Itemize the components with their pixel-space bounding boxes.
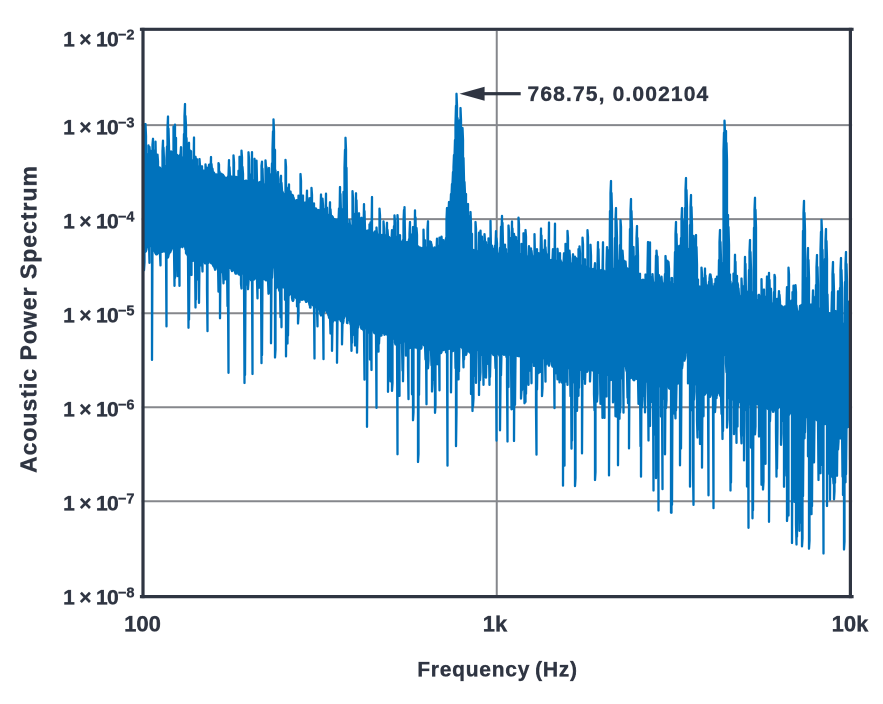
svg-text:1 × 10−4: 1 × 10−4 (63, 209, 134, 233)
svg-text:1 × 10−7: 1 × 10−7 (63, 492, 134, 516)
svg-text:1 × 10−8: 1 × 10−8 (63, 586, 134, 610)
svg-text:768.75, 0.002104: 768.75, 0.002104 (528, 83, 710, 106)
svg-text:10k: 10k (832, 612, 869, 637)
svg-text:Acoustic Power Spectrum: Acoustic Power Spectrum (16, 165, 42, 473)
svg-text:1 × 10−2: 1 × 10−2 (63, 28, 134, 52)
svg-text:100: 100 (124, 612, 161, 637)
svg-text:1k: 1k (483, 612, 508, 637)
svg-text:Frequency (Hz): Frequency (Hz) (417, 659, 578, 682)
svg-text:1 × 10−3: 1 × 10−3 (63, 115, 134, 139)
